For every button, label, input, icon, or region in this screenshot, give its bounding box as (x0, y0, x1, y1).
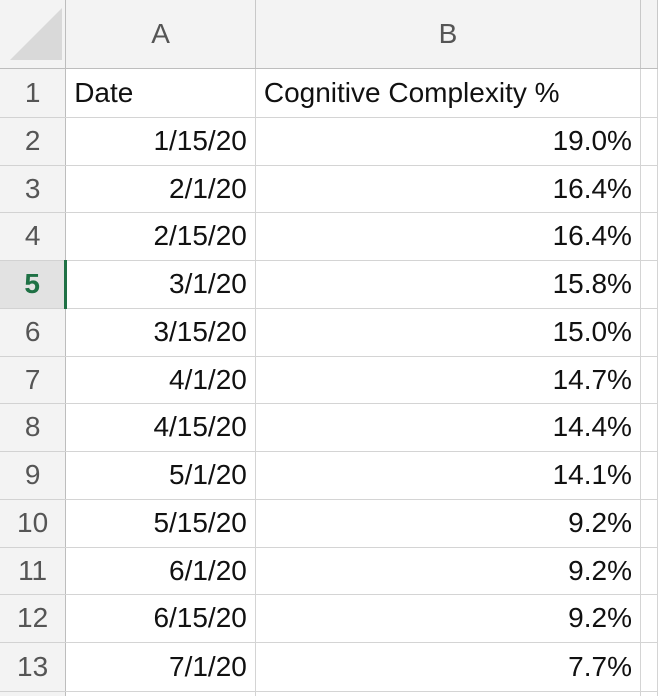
row-header-6[interactable]: 6 (0, 308, 67, 357)
row-header-1[interactable]: 1 (0, 68, 67, 118)
cell-b2[interactable]: 19.0% (255, 117, 641, 166)
column-header-b[interactable]: B (255, 0, 641, 69)
column-header-a[interactable]: A (65, 0, 256, 69)
cell-b8[interactable]: 14.4% (255, 403, 641, 452)
row-header-12[interactable]: 12 (0, 594, 67, 643)
cell-c9[interactable] (640, 451, 658, 500)
row-header-7[interactable]: 7 (0, 356, 67, 404)
cell-a12[interactable]: 6/15/20 (65, 594, 256, 643)
cell-c14[interactable] (640, 691, 658, 696)
cell-a13[interactable]: 7/1/20 (65, 642, 256, 692)
cell-b12[interactable]: 9.2% (255, 594, 641, 643)
cell-a14[interactable] (65, 691, 256, 696)
cell-b11[interactable]: 9.2% (255, 547, 641, 595)
row-header-10[interactable]: 10 (0, 499, 67, 548)
cell-b3[interactable]: 16.4% (255, 165, 641, 213)
row-header-14[interactable] (0, 691, 67, 696)
cell-b10[interactable]: 9.2% (255, 499, 641, 548)
cell-c13[interactable] (640, 642, 658, 692)
cell-c1[interactable] (640, 68, 658, 118)
cell-a2[interactable]: 1/15/20 (65, 117, 256, 166)
cell-a4[interactable]: 2/15/20 (65, 212, 256, 261)
cell-b5[interactable]: 15.8% (255, 260, 641, 309)
cell-b13[interactable]: 7.7% (255, 642, 641, 692)
cell-c12[interactable] (640, 594, 658, 643)
cell-c8[interactable] (640, 403, 658, 452)
cell-b6[interactable]: 15.0% (255, 308, 641, 357)
cell-a5[interactable]: 3/1/20 (65, 260, 256, 309)
row-header-3[interactable]: 3 (0, 165, 67, 213)
row-header-5-active[interactable]: 5 (0, 260, 68, 309)
cell-c11[interactable] (640, 547, 658, 595)
row-header-2[interactable]: 2 (0, 117, 67, 166)
cell-b1[interactable]: Cognitive Complexity % (255, 68, 641, 118)
cell-c4[interactable] (640, 212, 658, 261)
cell-a9[interactable]: 5/1/20 (65, 451, 256, 500)
column-header-c[interactable] (640, 0, 658, 69)
cell-c5[interactable] (640, 260, 658, 309)
row-header-8[interactable]: 8 (0, 403, 67, 452)
cell-c2[interactable] (640, 117, 658, 166)
cell-c3[interactable] (640, 165, 658, 213)
cell-a1[interactable]: Date (65, 68, 256, 118)
row-header-13[interactable]: 13 (0, 642, 67, 692)
cell-a8[interactable]: 4/15/20 (65, 403, 256, 452)
cell-c10[interactable] (640, 499, 658, 548)
cell-c6[interactable] (640, 308, 658, 357)
cell-b7[interactable]: 14.7% (255, 356, 641, 404)
cell-b9[interactable]: 14.1% (255, 451, 641, 500)
cell-a10[interactable]: 5/15/20 (65, 499, 256, 548)
cell-c7[interactable] (640, 356, 658, 404)
cell-a3[interactable]: 2/1/20 (65, 165, 256, 213)
select-all-corner[interactable] (0, 0, 67, 69)
row-header-11[interactable]: 11 (0, 547, 67, 595)
select-all-triangle-icon (10, 8, 62, 60)
cell-a7[interactable]: 4/1/20 (65, 356, 256, 404)
cell-a6[interactable]: 3/15/20 (65, 308, 256, 357)
cell-a11[interactable]: 6/1/20 (65, 547, 256, 595)
cell-b14[interactable] (255, 691, 641, 696)
row-header-4[interactable]: 4 (0, 212, 67, 261)
cell-b4[interactable]: 16.4% (255, 212, 641, 261)
row-header-9[interactable]: 9 (0, 451, 67, 500)
